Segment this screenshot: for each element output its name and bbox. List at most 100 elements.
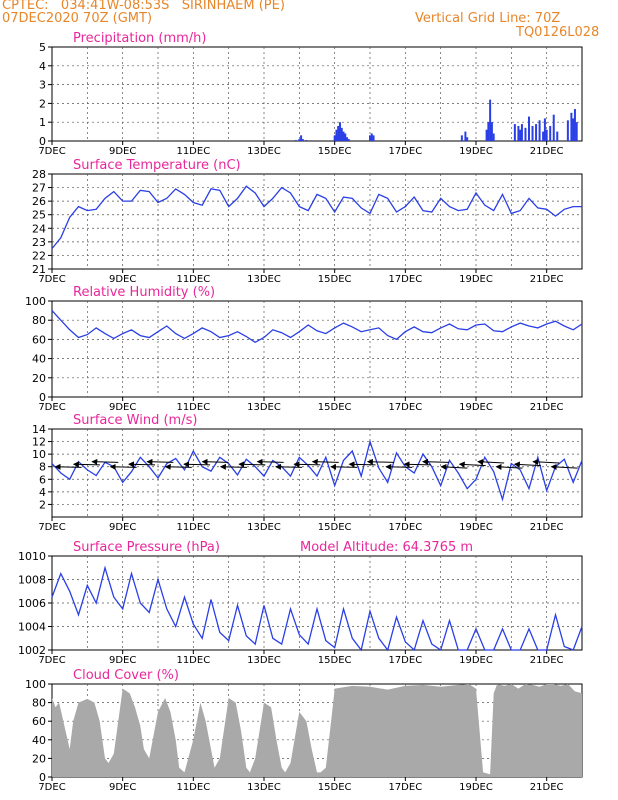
- x-tick-label: 9DEC: [109, 402, 136, 413]
- precip-bar: [370, 133, 373, 141]
- precip-bar: [342, 131, 345, 141]
- precip-bar: [460, 135, 463, 141]
- x-tick-label: 7DEC: [38, 655, 65, 666]
- wind-arrow: [238, 461, 266, 468]
- wind-arrow: [256, 458, 284, 465]
- y-tick-label: 1010: [18, 550, 46, 563]
- wind-arrow: [275, 463, 303, 470]
- panel-title: Cloud Cover (%): [73, 668, 179, 683]
- wind-arrow: [293, 461, 321, 468]
- x-tick-label: 9DEC: [109, 655, 136, 666]
- x-tick-label: 15DEC: [318, 402, 352, 413]
- panel-frame: [51, 173, 583, 270]
- precip-bar: [535, 124, 538, 141]
- precip-bar: [346, 137, 349, 141]
- x-tick-label: 15DEC: [318, 782, 352, 793]
- panel-title: Surface Temperature (nC): [73, 158, 241, 173]
- wind-arrow: [477, 458, 505, 465]
- y-tick-label: 80: [32, 314, 46, 327]
- wind-arrow: [330, 463, 358, 470]
- header-station: CPTEC: 034:41W-08:53S SIRINHAEM (PE): [2, 0, 285, 13]
- precip-bar: [335, 129, 338, 141]
- x-tick-label: 21DEC: [530, 146, 564, 157]
- header-date: 07DEC2020 70Z (GMT): [2, 11, 153, 26]
- x-tick-label: 11DEC: [176, 655, 210, 666]
- wind-arrow: [513, 461, 541, 468]
- x-tick-label: 13DEC: [247, 402, 281, 413]
- x-tick-label: 19DEC: [459, 655, 493, 666]
- panel-title: Precipitation (mm/h): [73, 31, 206, 46]
- wind-arrow: [54, 463, 82, 470]
- wind-arrow: [458, 461, 486, 468]
- x-tick-label: 15DEC: [318, 274, 352, 285]
- wind-arrow: [91, 458, 119, 465]
- x-tick-label: 7DEC: [38, 146, 65, 157]
- precip-bar: [338, 122, 341, 141]
- x-tick-label: 7DEC: [38, 402, 65, 413]
- precip-bar: [337, 125, 340, 141]
- wind-arrow: [201, 458, 229, 465]
- y-tick-label: 0: [39, 391, 46, 404]
- x-tick-label: 9DEC: [109, 782, 136, 793]
- panel-frame: [51, 300, 583, 398]
- precip-bar: [545, 129, 548, 141]
- precip-bar: [566, 120, 569, 141]
- series-line: [51, 185, 582, 250]
- wind-arrow: [495, 463, 523, 470]
- x-tick-label: 17DEC: [388, 402, 422, 413]
- y-tick-label: 28: [32, 168, 46, 181]
- panel-frame: [51, 46, 583, 142]
- precip-bar: [485, 129, 488, 141]
- precip-bar: [298, 139, 301, 141]
- y-tick-label: 1002: [18, 644, 46, 657]
- y-tick-label: 4: [39, 60, 46, 73]
- y-tick-label: 1008: [18, 574, 46, 587]
- precip-bar: [333, 135, 336, 141]
- precip-bar: [517, 125, 520, 141]
- y-tick-label: 6: [39, 473, 46, 486]
- precip-bar: [570, 112, 573, 141]
- y-tick-label: 22: [32, 249, 46, 262]
- precip-bar: [572, 118, 575, 141]
- precip-bar: [344, 133, 347, 141]
- wind-arrow: [403, 461, 431, 468]
- y-tick-label: 20: [32, 752, 46, 765]
- y-tick-label: 0: [39, 771, 46, 784]
- x-tick-label: 21DEC: [530, 402, 564, 413]
- x-tick-label: 21DEC: [530, 522, 564, 533]
- wind-arrow: [128, 461, 156, 468]
- x-tick-label: 19DEC: [459, 402, 493, 413]
- model-altitude-note: Model Altitude: 64.3765 m: [300, 540, 473, 555]
- x-tick-label: 15DEC: [318, 146, 352, 157]
- x-tick-label: 11DEC: [176, 274, 210, 285]
- precip-bar: [575, 122, 578, 141]
- x-tick-label: 19DEC: [459, 782, 493, 793]
- y-tick-label: 60: [32, 715, 46, 728]
- y-tick-label: 80: [32, 697, 46, 710]
- header-grid-note: Vertical Grid Line: 70Z: [415, 11, 561, 26]
- precip-bar: [294, 140, 297, 141]
- precip-bar: [513, 124, 516, 141]
- precip-bar: [489, 99, 492, 141]
- precip-bar: [519, 129, 522, 141]
- precip-bar: [538, 120, 541, 141]
- precip-bar: [492, 133, 495, 141]
- precip-bar: [347, 139, 350, 141]
- x-tick-label: 13DEC: [247, 522, 281, 533]
- y-tick-label: 14: [32, 423, 46, 436]
- series-line: [51, 310, 583, 344]
- wind-arrow: [219, 463, 247, 470]
- y-tick-label: 24: [32, 222, 46, 235]
- x-tick-label: 21DEC: [530, 655, 564, 666]
- precip-bar: [520, 124, 523, 141]
- precip-bar: [466, 137, 469, 141]
- wind-arrow: [311, 458, 339, 465]
- x-tick-label: 7DEC: [38, 522, 65, 533]
- y-tick-label: 5: [39, 41, 46, 54]
- y-tick-label: 2: [39, 97, 46, 110]
- series-line: [51, 439, 583, 502]
- x-tick-label: 7DEC: [38, 782, 65, 793]
- cloud-area: [52, 684, 582, 777]
- x-tick-label: 17DEC: [388, 522, 422, 533]
